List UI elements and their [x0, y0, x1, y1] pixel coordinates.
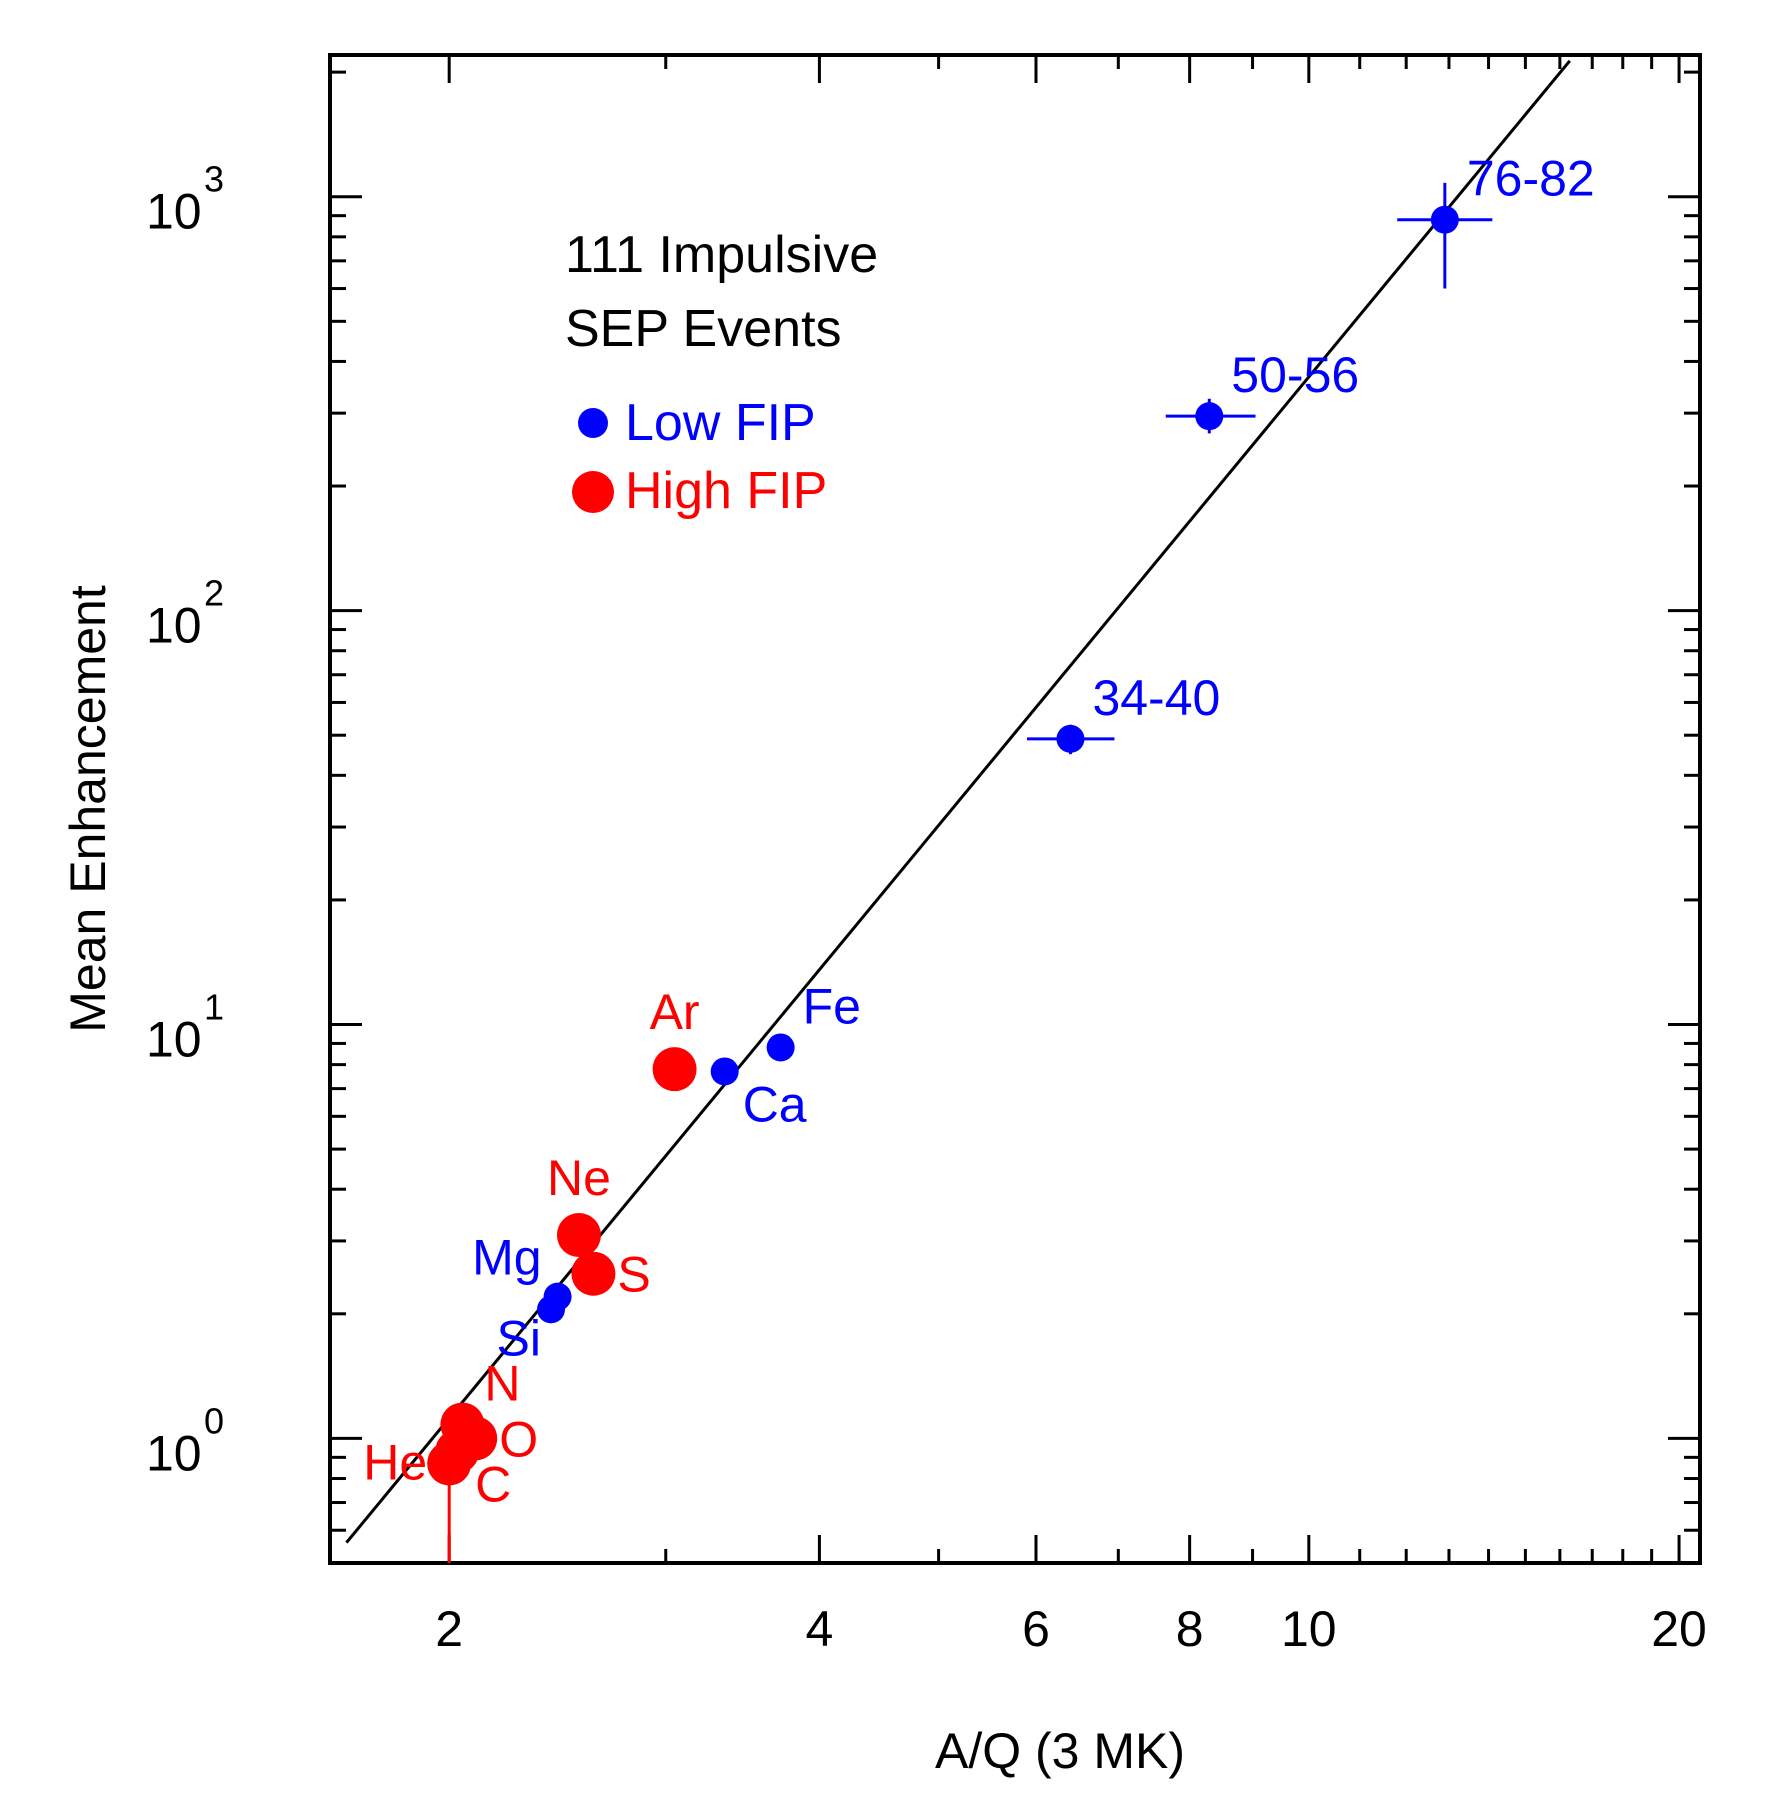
- x-tick-label: 2: [435, 1601, 463, 1657]
- point-label-76-82: 76-82: [1467, 151, 1595, 207]
- x-tick-label: 6: [1022, 1601, 1050, 1657]
- point-o: [453, 1416, 498, 1461]
- y-tick-exponent: 0: [204, 1400, 224, 1441]
- point-label-34-40: 34-40: [1092, 670, 1220, 726]
- point-label-n: N: [484, 1356, 520, 1412]
- point-label-o: O: [499, 1411, 538, 1467]
- x-tick-label: 10: [1281, 1601, 1337, 1657]
- axis-ticks: [330, 55, 1700, 1565]
- x-tick-label: 8: [1176, 1601, 1204, 1657]
- point-label-si: Si: [497, 1310, 541, 1366]
- legend-high-fip-label: High FIP: [625, 462, 827, 520]
- point-label-ne: Ne: [547, 1150, 611, 1206]
- legend-low-fip-marker: [578, 408, 608, 438]
- point-ar: [652, 1047, 697, 1092]
- y-axis-title: Mean Enhancement: [60, 585, 116, 1033]
- legend-title-line-2: SEP Events: [565, 300, 842, 358]
- point-si: [537, 1295, 566, 1324]
- point-label-fe: Fe: [803, 978, 861, 1034]
- y-tick-exponent: 1: [204, 987, 224, 1028]
- point-ne: [556, 1213, 601, 1258]
- point-labels: He CNO NeS Ar Mg Si Ca Fe 34-40 50-56 76-82: [363, 151, 1594, 1513]
- point-ca: [710, 1057, 739, 1086]
- y-tick-exponent: 3: [204, 159, 224, 200]
- point-label-c: C: [475, 1456, 511, 1512]
- point-label-ar: Ar: [650, 984, 700, 1040]
- point-label-s: S: [617, 1247, 650, 1303]
- legend: 111 Impulsive SEP Events Low FIP High FI…: [565, 226, 878, 520]
- y-tick-label: 10: [146, 1425, 202, 1481]
- point-label-ca: Ca: [743, 1076, 807, 1132]
- data-points: [427, 205, 1459, 1486]
- y-tick-label: 10: [146, 598, 202, 654]
- x-axis-title: A/Q (3 MK): [935, 1723, 1185, 1779]
- plot-frame: [328, 53, 1702, 1565]
- point-50-56: [1195, 402, 1224, 431]
- legend-title-line-1: 111 Impulsive: [565, 226, 878, 284]
- point-s: [571, 1251, 616, 1296]
- legend-high-fip-marker: [572, 471, 614, 513]
- point-34-40: [1056, 724, 1085, 753]
- point-fe: [766, 1033, 795, 1062]
- point-76-82: [1430, 205, 1459, 234]
- x-tick-labels: 2 4 6 8 10 20: [435, 1601, 1707, 1657]
- point-label-50-56: 50-56: [1231, 347, 1359, 403]
- y-tick-label: 10: [146, 1012, 202, 1068]
- point-label-he: He: [363, 1434, 427, 1490]
- point-label-mg: Mg: [472, 1230, 541, 1286]
- x-tick-label: 20: [1651, 1601, 1707, 1657]
- y-tick-exponent: 2: [204, 573, 224, 614]
- x-tick-label: 4: [806, 1601, 834, 1657]
- legend-low-fip-label: Low FIP: [625, 394, 816, 452]
- y-tick-label: 10: [146, 184, 202, 240]
